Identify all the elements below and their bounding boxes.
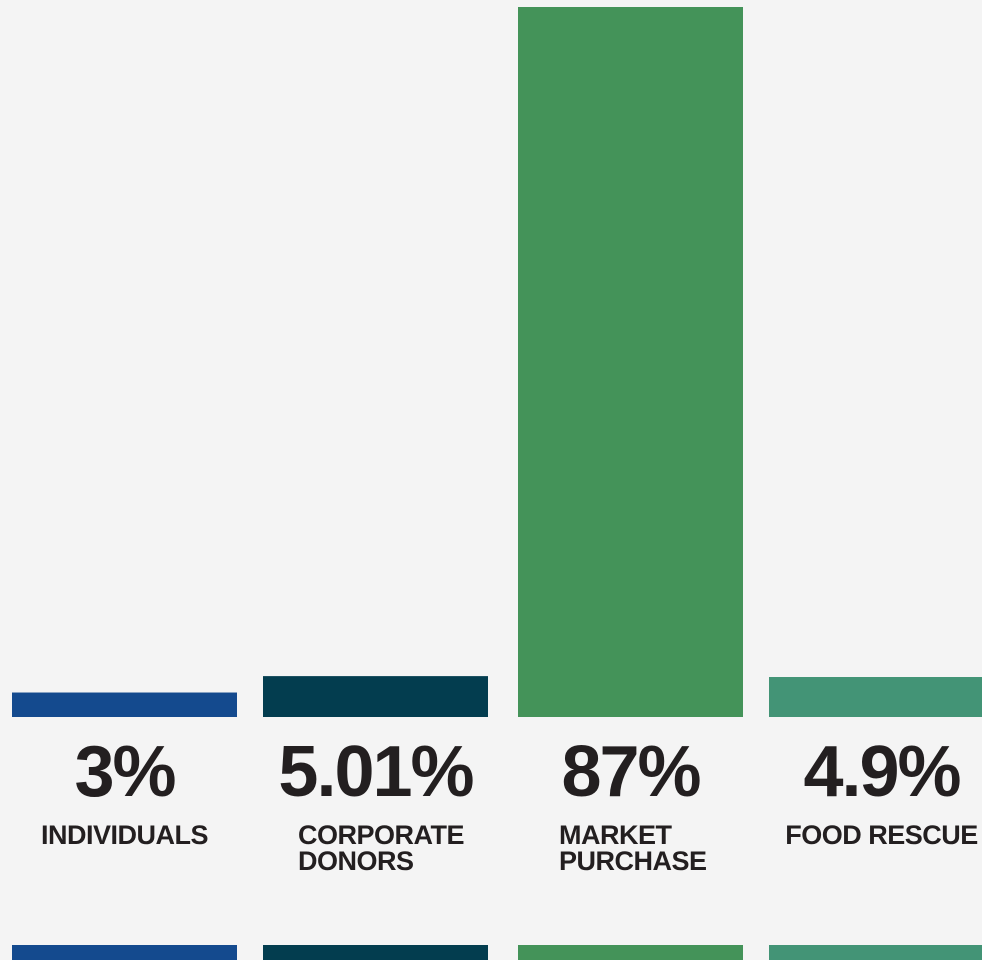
bar-corporate-donors xyxy=(263,676,488,717)
value-labels-group: 3% 5.01% 87% 4.9% xyxy=(74,732,962,812)
bar-individuals xyxy=(12,692,237,717)
bar-market-purchase xyxy=(518,7,743,717)
category-label: INDIVIDUALS xyxy=(41,820,208,850)
bars-group xyxy=(12,7,982,717)
value-label: 5.01% xyxy=(278,732,473,812)
category-label-line: CORPORATE xyxy=(298,820,464,850)
category-label: CORPORATE DONORS xyxy=(298,820,464,876)
value-label: 4.9% xyxy=(803,732,960,812)
bar-food-rescue xyxy=(769,677,982,717)
category-label: FOOD RESCUE xyxy=(785,820,978,850)
category-label-line: MARKET xyxy=(559,820,672,850)
lower-bar xyxy=(12,945,237,960)
category-label-line: INDIVIDUALS xyxy=(41,820,208,850)
value-label: 87% xyxy=(561,732,700,812)
value-label: 3% xyxy=(74,732,175,812)
category-label-line: PURCHASE xyxy=(559,846,707,876)
lower-bars-group xyxy=(12,945,982,960)
category-labels-group: INDIVIDUALS CORPORATE DONORS MARKET PURCHASE… xyxy=(41,820,978,876)
lower-bar xyxy=(518,945,743,960)
lower-bar xyxy=(263,945,488,960)
category-label-line: FOOD RESCUE xyxy=(785,820,978,850)
lower-bar xyxy=(769,945,982,960)
category-label: MARKET PURCHASE xyxy=(559,820,707,876)
category-label-line: DONORS xyxy=(298,846,414,876)
